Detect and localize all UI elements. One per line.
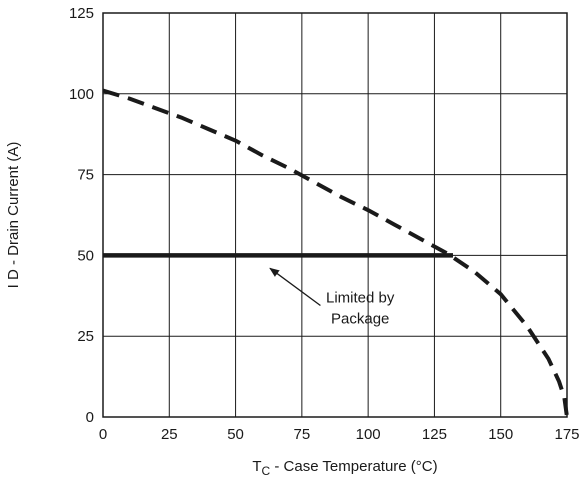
x-tick-labels: 0 25 50 75 100 125 150 175 xyxy=(99,426,580,443)
drain-current-curve xyxy=(102,88,569,418)
x-tick-label: 150 xyxy=(488,426,513,443)
y-tick-label: 50 xyxy=(77,247,94,264)
annotation-arrow xyxy=(269,267,321,307)
x-tick-label: 100 xyxy=(356,426,381,443)
x-axis-label: TC - Case Temperature (°C) xyxy=(252,458,437,477)
y-tick-labels: 0 25 50 75 100 125 xyxy=(69,5,94,426)
x-tick-label: 50 xyxy=(227,426,244,443)
x-tick-label: 25 xyxy=(161,426,178,443)
x-axis-label-main: T xyxy=(252,458,261,475)
x-tick-label: 175 xyxy=(554,426,579,443)
y-tick-label: 125 xyxy=(69,5,94,22)
grid-lines xyxy=(103,13,567,417)
series-layer xyxy=(102,88,569,418)
y-tick-label: 100 xyxy=(69,86,94,103)
x-tick-label: 0 xyxy=(99,426,107,443)
y-tick-label: 0 xyxy=(86,409,94,426)
x-tick-label: 125 xyxy=(422,426,447,443)
annotation-line-1: Limited by xyxy=(326,289,395,306)
annotation-line-2: Package xyxy=(331,310,389,327)
y-tick-label: 25 xyxy=(77,328,94,345)
y-tick-label: 75 xyxy=(77,167,94,184)
x-axis-label-subscript: C xyxy=(262,464,271,477)
plot-frame xyxy=(102,12,568,418)
annotation-limited-by-package: Limited by Package xyxy=(269,267,395,327)
x-axis-label-rest: - Case Temperature (°C) xyxy=(270,458,437,475)
y-axis-label: I D - Drain Current (A) xyxy=(5,142,22,289)
x-tick-label: 75 xyxy=(294,426,311,443)
